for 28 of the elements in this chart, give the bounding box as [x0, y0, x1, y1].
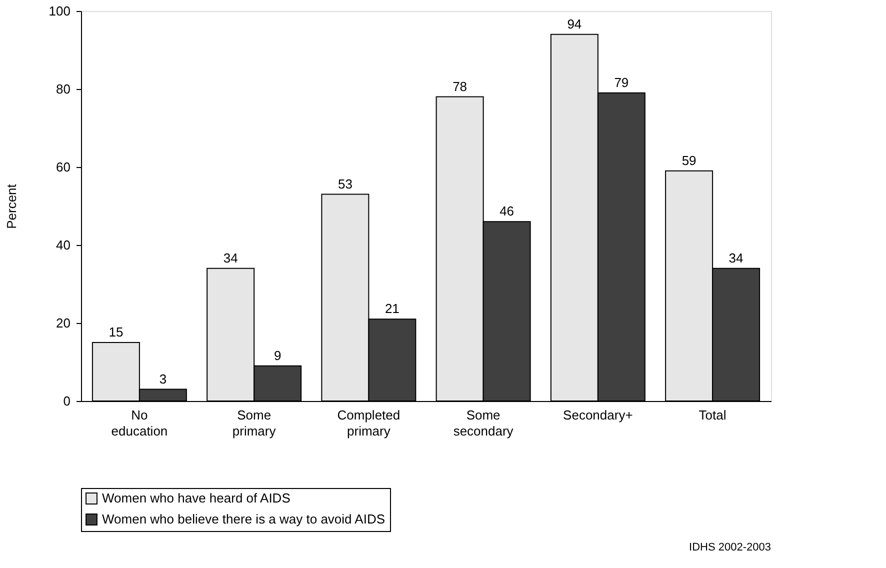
- x-tick-label: No education: [111, 408, 168, 438]
- legend-label: Women who believe there is a way to avoid AIDS: [102, 512, 386, 526]
- data-label: 21: [384, 301, 400, 316]
- y-tick-label: 40: [56, 238, 70, 252]
- legend-label: Women who have heard of AIDS: [102, 490, 291, 506]
- data-label: 15: [108, 324, 124, 340]
- data-label: 34: [728, 250, 744, 266]
- data-label: 79: [614, 74, 629, 90]
- y-axis-title: Percent: [4, 184, 19, 229]
- data-label: 3: [159, 371, 167, 386]
- y-tick-label: 100: [48, 4, 70, 18]
- data-label: 94: [567, 16, 582, 32]
- y-tick-label: 0: [63, 394, 70, 408]
- x-tick-label: Completed primary: [337, 408, 400, 438]
- data-label: 46: [500, 204, 514, 219]
- data-label: 9: [274, 348, 282, 363]
- y-tick-label: 80: [56, 82, 70, 96]
- x-tick-label: Some primary: [232, 408, 276, 438]
- y-tick-label: 20: [56, 316, 70, 330]
- y-tick-label: 60: [56, 160, 70, 174]
- data-label: 59: [682, 152, 696, 168]
- data-label: 53: [338, 176, 352, 192]
- data-label: 78: [452, 78, 468, 94]
- text: IDHS 2002-2003: [689, 542, 771, 554]
- x-tick-label: Some secondary: [453, 408, 514, 438]
- data-label: 34: [223, 250, 238, 266]
- x-tick-label: Total: [698, 408, 726, 422]
- x-tick-label: Secondary+: [563, 408, 633, 422]
